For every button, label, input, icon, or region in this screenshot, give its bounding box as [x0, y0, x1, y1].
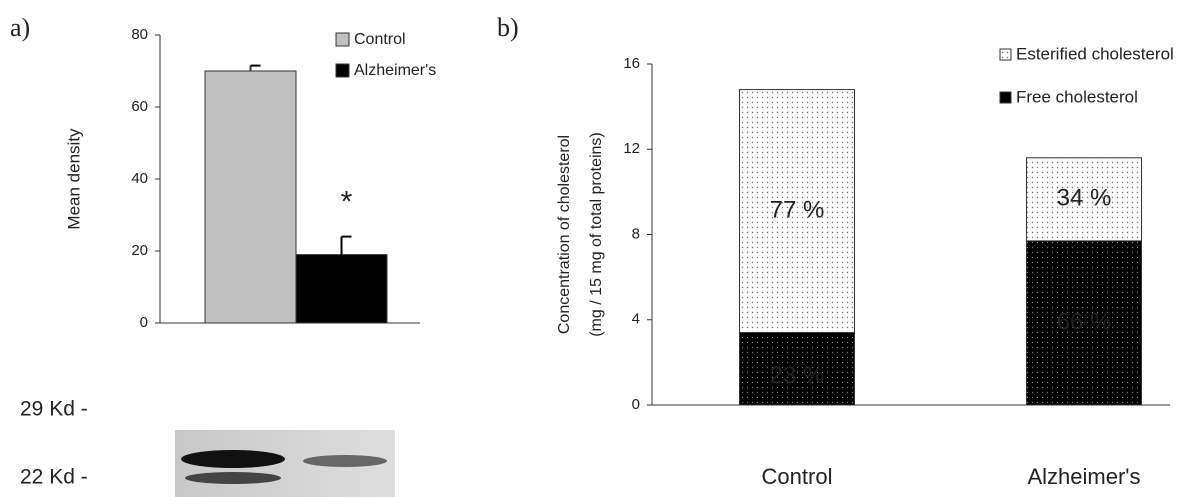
legend-label: Control — [354, 31, 406, 48]
y-tick-label: 20 — [131, 242, 148, 259]
bar — [205, 71, 296, 323]
panel-label: b) — [497, 13, 519, 42]
x-tick-label: Control — [762, 464, 833, 489]
bar — [296, 255, 387, 323]
legend-swatch — [336, 64, 349, 77]
y-tick-label: 0 — [140, 314, 148, 331]
legend-swatch — [336, 33, 349, 46]
y-tick-label: 12 — [623, 140, 640, 157]
y-tick-label: 40 — [131, 170, 148, 187]
western-blot — [175, 430, 395, 497]
legend-swatch — [1000, 92, 1011, 103]
y-tick-label: 0 — [632, 396, 640, 413]
figure: a)020406080Mean densityControl*Alzheimer… — [0, 0, 1192, 497]
legend-label: Alzheimer's — [354, 62, 436, 79]
panel-label: a) — [10, 13, 30, 42]
percent-label: 77 % — [770, 196, 825, 223]
y-axis-label: Mean density — [64, 128, 83, 230]
percent-label: 66 % — [1057, 308, 1112, 335]
y-tick-label: 16 — [623, 55, 640, 72]
legend-label: Free cholesterol — [1016, 87, 1138, 106]
annotation: * — [341, 186, 353, 219]
y-tick-label: 8 — [632, 225, 640, 242]
percent-label: 23 % — [770, 362, 825, 389]
y-axis-label: Concentration of cholesterol — [556, 135, 573, 334]
legend-swatch — [1000, 49, 1011, 60]
y-tick-label: 4 — [632, 311, 640, 328]
legend-label: Esterified cholesterol — [1016, 44, 1174, 63]
y-axis-label: (mg / 15 mg of total proteins) — [588, 132, 605, 337]
y-tick-label: 60 — [131, 98, 148, 115]
y-tick-label: 80 — [131, 26, 148, 43]
x-tick-label: Alzheimer's — [1027, 464, 1140, 489]
percent-label: 34 % — [1057, 185, 1112, 212]
blot-label: 22 Kd - — [20, 466, 88, 489]
blot-label: 29 Kd - — [20, 398, 88, 421]
